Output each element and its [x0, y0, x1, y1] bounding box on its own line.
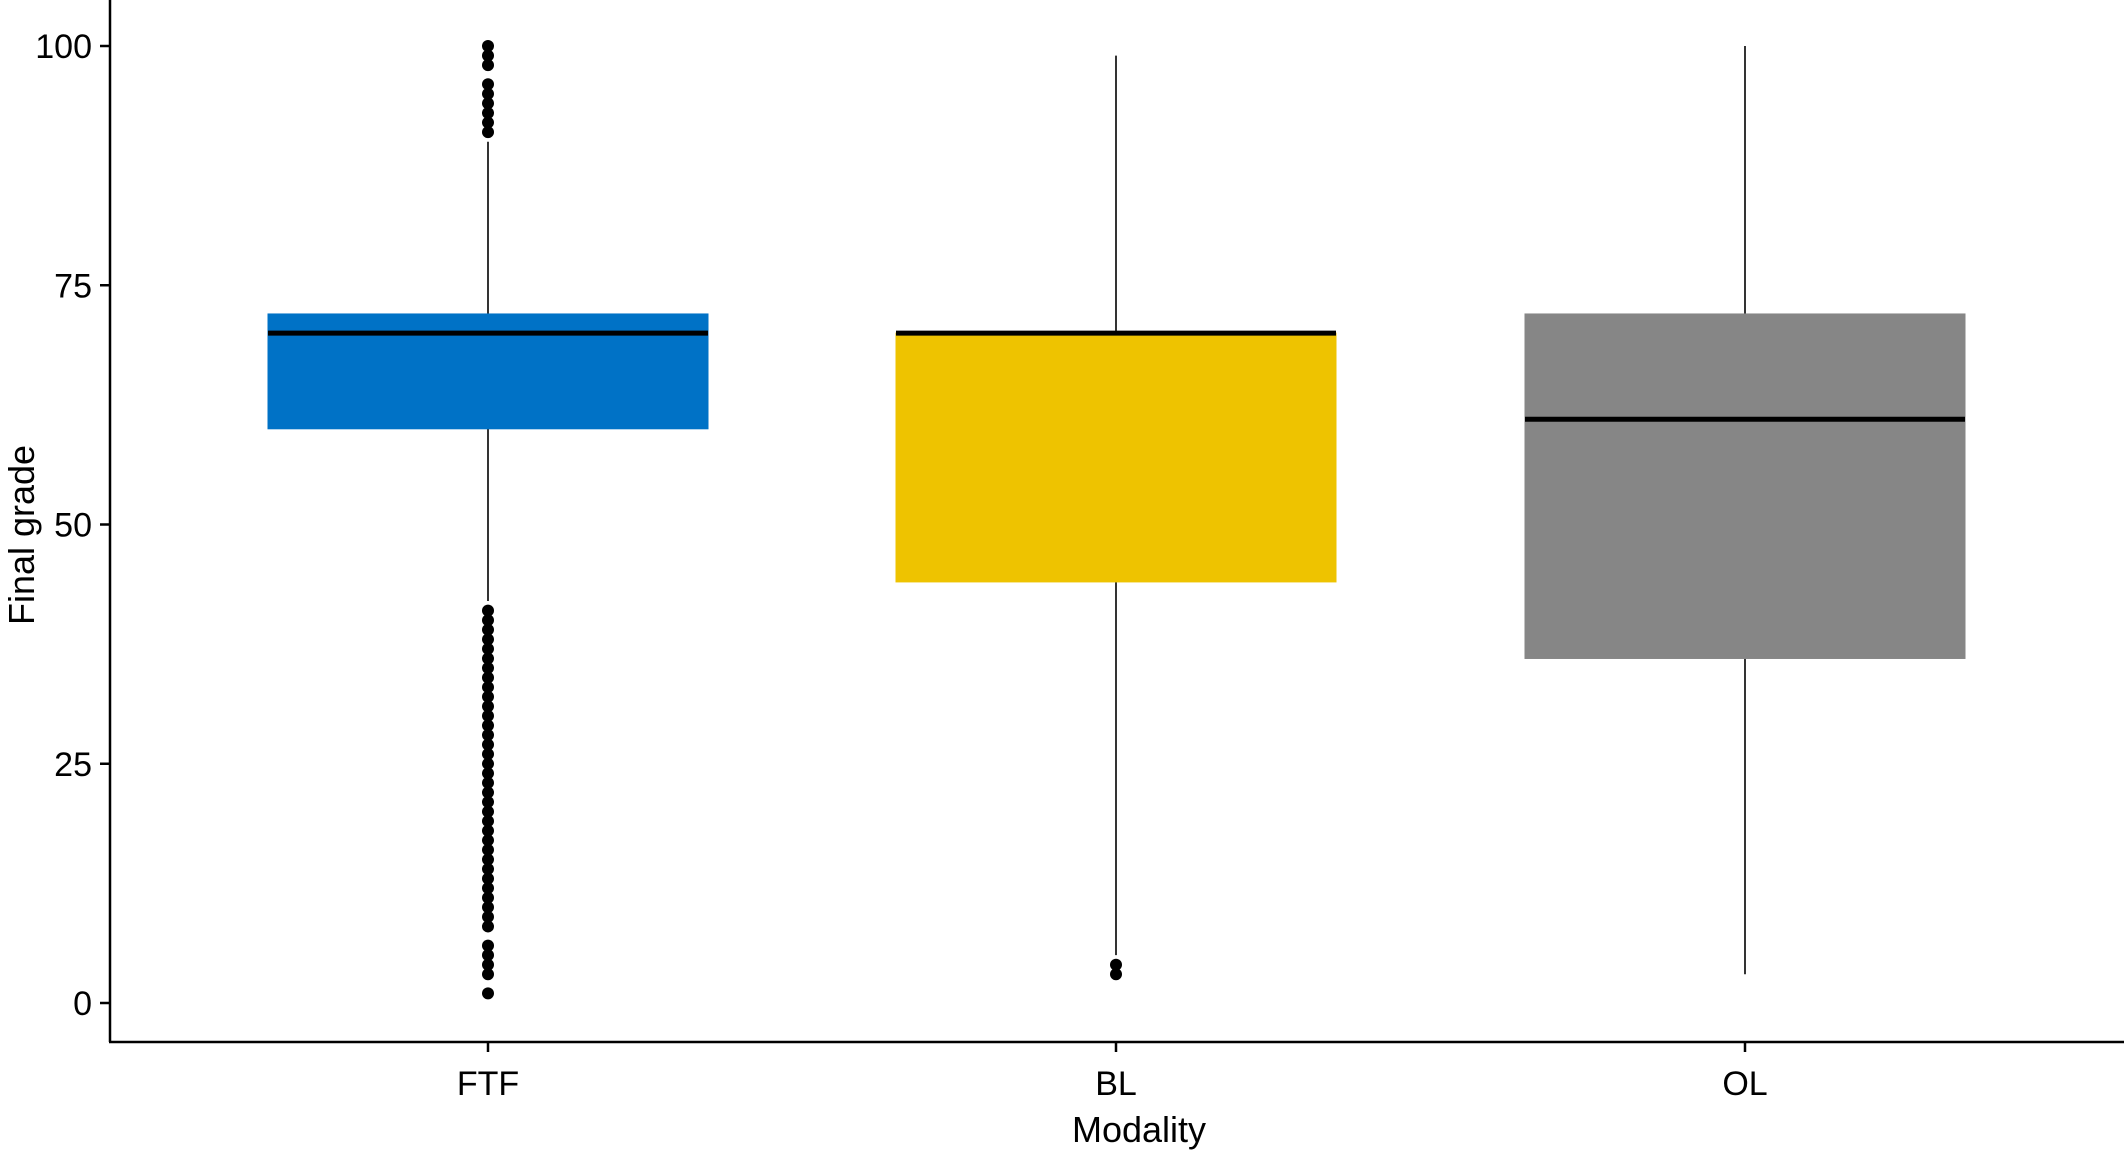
x-tick-label-bl: BL	[1095, 1065, 1137, 1103]
outlier-point-ftf	[482, 642, 494, 655]
outlier-point-ftf	[482, 40, 494, 52]
outlier-point-ftf	[482, 872, 494, 885]
outlier-point-ftf	[482, 116, 494, 129]
outlier-point-ftf	[482, 968, 494, 981]
outlier-point-ftf	[482, 987, 494, 1000]
outlier-point-ftf	[482, 738, 494, 751]
outlier-point-ftf	[482, 671, 494, 684]
box-group-ol	[1524, 46, 1966, 975]
outlier-point-ftf	[482, 126, 494, 139]
y-tick-label: 100	[35, 28, 92, 66]
x-tick-label-ol: OL	[1722, 1065, 1767, 1103]
outlier-point-ftf	[482, 633, 494, 646]
outlier-point-ftf	[482, 853, 494, 866]
outlier-point-ftf	[482, 729, 494, 742]
outlier-point-ftf	[482, 786, 494, 799]
box-group-bl	[895, 55, 1337, 981]
outlier-point-ftf	[482, 106, 494, 119]
outlier-point-ftf	[482, 662, 494, 675]
outlier-point-ftf	[482, 614, 494, 627]
outlier-point-ftf	[482, 757, 494, 770]
outlier-point-ftf	[482, 652, 494, 665]
outlier-point-ftf	[482, 709, 494, 722]
outlier-point-ftf	[482, 719, 494, 732]
y-tick-label: 50	[54, 507, 92, 545]
outlier-point-ftf	[482, 891, 494, 904]
outlier-point-ftf	[482, 910, 494, 923]
box-ol	[1524, 313, 1966, 659]
y-axis-title: Final grade	[1, 445, 42, 625]
outlier-point-ftf	[482, 97, 494, 110]
outlier-point-bl	[1110, 958, 1122, 971]
y-tick-label: 25	[54, 746, 92, 784]
outlier-point-ftf	[482, 815, 494, 828]
outlier-point-ftf	[482, 604, 494, 617]
x-ticks: FTF BL OL	[457, 1042, 1768, 1103]
outlier-point-ftf	[482, 767, 494, 780]
y-tick-label: 0	[73, 985, 92, 1023]
outlier-point-ftf	[482, 776, 494, 789]
outlier-point-ftf	[482, 87, 494, 100]
outlier-point-ftf	[482, 949, 494, 962]
outlier-point-ftf	[482, 824, 494, 837]
outlier-point-ftf	[482, 78, 494, 91]
outlier-point-ftf	[482, 690, 494, 703]
outlier-point-ftf	[482, 748, 494, 761]
box-bl	[895, 332, 1337, 583]
outlier-point-ftf	[482, 863, 494, 876]
outlier-point-ftf	[482, 958, 494, 971]
outlier-point-ftf	[482, 796, 494, 809]
outlier-point-ftf	[482, 49, 494, 62]
outlier-point-bl	[1110, 968, 1122, 981]
outlier-point-ftf	[482, 805, 494, 818]
outlier-point-ftf	[482, 623, 494, 636]
outlier-point-ftf	[482, 882, 494, 895]
x-axis-title: Modality	[1072, 1109, 1206, 1150]
outlier-point-ftf	[482, 939, 494, 952]
boxes-layer	[267, 40, 1966, 1000]
y-ticks: 0 25 50 75 100	[35, 28, 110, 1023]
outlier-point-ftf	[482, 843, 494, 856]
outlier-point-ftf	[482, 920, 494, 933]
y-tick-label: 75	[54, 267, 92, 305]
outlier-point-ftf	[482, 681, 494, 694]
x-tick-label-ftf: FTF	[457, 1065, 519, 1103]
outlier-point-ftf	[482, 834, 494, 847]
outlier-point-ftf	[482, 700, 494, 713]
outlier-point-ftf	[482, 901, 494, 914]
box-group-ftf	[267, 40, 709, 1000]
outlier-point-ftf	[482, 59, 494, 72]
